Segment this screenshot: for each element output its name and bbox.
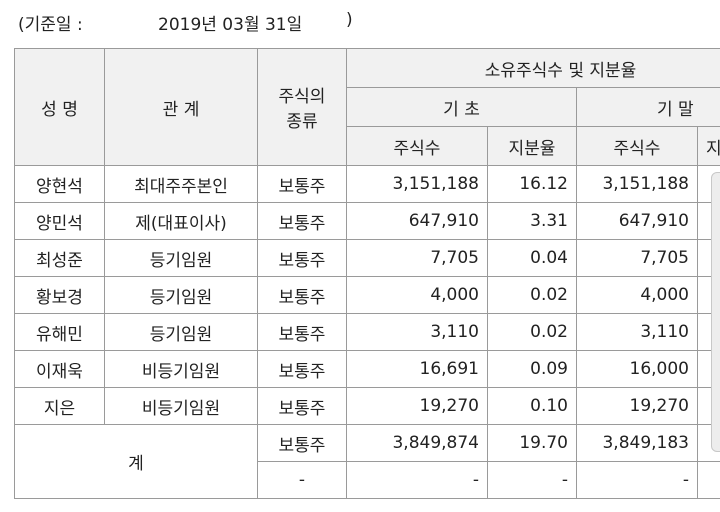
- header-shares: 주식수: [576, 126, 698, 166]
- shares-cell: 7,705: [576, 239, 698, 277]
- type-cell: 보통주: [257, 424, 347, 462]
- note-date: 2019년 03월 31일: [158, 15, 303, 35]
- table-row: 이재욱 비등기임원 보통주 16,691 0.09 16,000: [14, 350, 720, 388]
- ratio-cell: 19.70: [487, 424, 577, 462]
- relation-cell: 등기임원: [104, 313, 258, 351]
- ratio-cell: 16.12: [487, 165, 577, 203]
- table-row: 지은 비등기임원 보통주 19,270 0.10 19,270: [14, 387, 720, 425]
- shares-cell: -: [346, 461, 488, 499]
- relation-cell: 제(대표이사): [104, 202, 258, 240]
- shares-cell: 4,000: [346, 276, 488, 314]
- table-row: 최성준 등기임원 보통주 7,705 0.04 7,705: [14, 239, 720, 277]
- relation-cell: 등기임원: [104, 239, 258, 277]
- type-cell: 보통주: [257, 350, 347, 388]
- header-line: 종류: [286, 112, 318, 132]
- reference-date: (기준일 : 2019년 03월 31일 ): [18, 10, 353, 110]
- shares-cell: 3,849,874: [346, 424, 488, 462]
- header-start: 기 초: [346, 87, 577, 127]
- name-cell: 양현석: [14, 165, 105, 203]
- note-close: ): [346, 10, 353, 30]
- shares-cell: 19,270: [346, 387, 488, 425]
- total-row: 계 보통주 3,849,874 19.70 3,849,183: [14, 424, 720, 499]
- name-cell: 최성준: [14, 239, 105, 277]
- relation-cell: 등기임원: [104, 276, 258, 314]
- overlay-panel: [711, 172, 720, 452]
- table-row: 양현석 최대주주본인 보통주 3,151,188 16.12 3,151,188: [14, 165, 720, 203]
- shares-cell: 3,151,188: [576, 165, 698, 203]
- name-cell: 유해민: [14, 313, 105, 351]
- note-label: (기준일 :: [18, 15, 83, 35]
- name-cell: 지은: [14, 387, 105, 425]
- shares-cell: 7,705: [346, 239, 488, 277]
- name-cell: 양민석: [14, 202, 105, 240]
- type-cell: -: [257, 461, 347, 499]
- cut-cell: [696, 461, 720, 499]
- shares-cell: 647,910: [576, 202, 698, 240]
- table-body: 양현석 최대주주본인 보통주 3,151,188 16.12 3,151,188 양민석 제(…: [14, 165, 720, 499]
- name-cell: 이재욱: [14, 350, 105, 388]
- total-row: ----: [15, 461, 720, 499]
- type-cell: 보통주: [257, 202, 347, 240]
- header-relation: 관 계: [104, 48, 258, 166]
- relation-cell: 비등기임원: [104, 350, 258, 388]
- relation-cell: 최대주주본인: [104, 165, 258, 203]
- type-cell: 보통주: [257, 387, 347, 425]
- type-cell: 보통주: [257, 239, 347, 277]
- total-label: 계: [14, 424, 258, 499]
- header-ratio: 지: [696, 126, 720, 166]
- table-row: 유해민 등기임원 보통주 3,110 0.02 3,110: [14, 313, 720, 351]
- type-cell: 보통주: [257, 276, 347, 314]
- shares-cell: 3,151,188: [346, 165, 488, 203]
- shares-cell: 3,849,183: [576, 424, 698, 462]
- ratio-cell: -: [487, 461, 577, 499]
- header-holdings: 소유주식수 및 지분율: [345, 48, 720, 88]
- header-shares: 주식수: [346, 126, 488, 166]
- shares-cell: 19,270: [576, 387, 698, 425]
- ratio-cell: 0.09: [487, 350, 577, 388]
- table-row: 양민석 제(대표이사) 보통주 647,910 3.31 647,910: [14, 202, 720, 240]
- header-ratio: 지분율: [487, 126, 577, 166]
- ratio-cell: 0.02: [487, 276, 577, 314]
- ratio-cell: 0.10: [487, 387, 577, 425]
- shares-cell: 4,000: [576, 276, 698, 314]
- shares-cell: 3,110: [576, 313, 698, 351]
- shares-cell: -: [576, 461, 698, 499]
- ratio-cell: 0.02: [487, 313, 577, 351]
- ratio-cell: 0.04: [487, 239, 577, 277]
- type-cell: 보통주: [257, 165, 347, 203]
- shares-cell: 16,691: [346, 350, 488, 388]
- table-row: 황보경 등기임원 보통주 4,000 0.02 4,000: [14, 276, 720, 314]
- header-line: 주식의: [278, 87, 326, 107]
- shares-cell: 3,110: [346, 313, 488, 351]
- shares-cell: 16,000: [576, 350, 698, 388]
- name-cell: 황보경: [14, 276, 105, 314]
- header-name: 성 명: [14, 48, 105, 166]
- shares-cell: 647,910: [346, 202, 488, 240]
- header-end: 기 말: [575, 87, 720, 127]
- ratio-cell: 3.31: [487, 202, 577, 240]
- type-cell: 보통주: [257, 313, 347, 351]
- relation-cell: 비등기임원: [104, 387, 258, 425]
